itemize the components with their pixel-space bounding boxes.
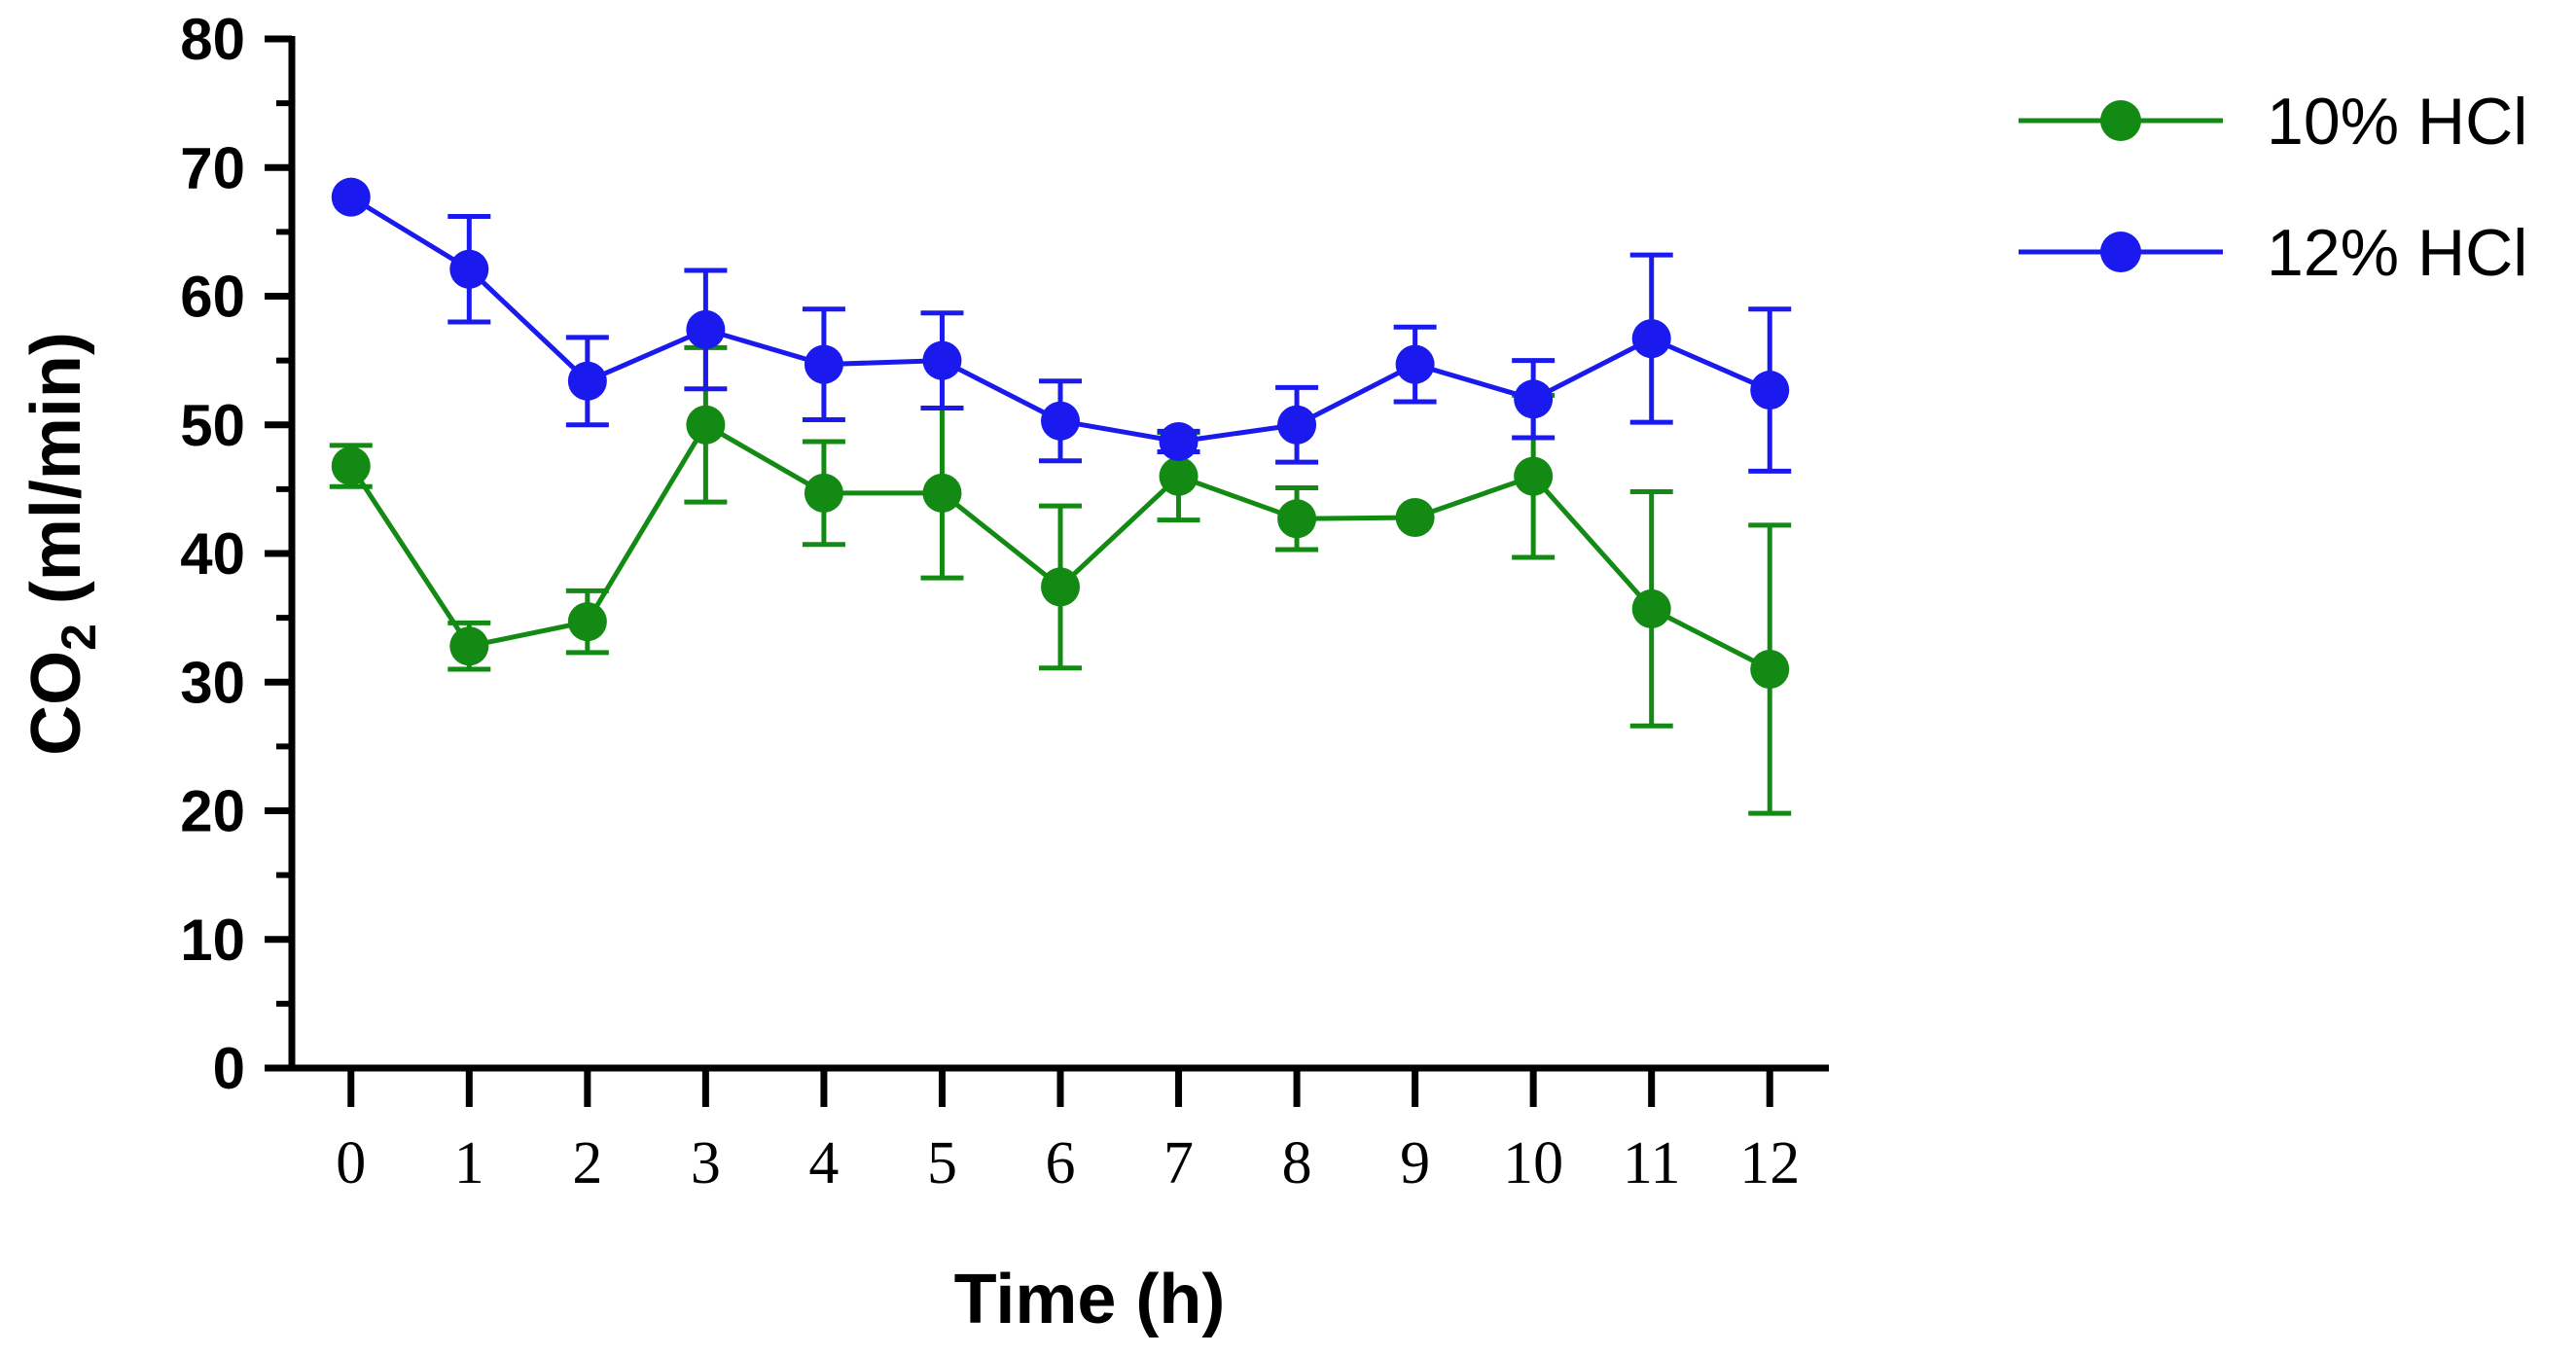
data-point <box>1631 319 1671 359</box>
y-axis-title-subscript: 2 <box>52 624 106 651</box>
y-axis-title: CO2 (ml/min) <box>18 332 106 756</box>
data-point <box>1514 379 1554 419</box>
legend-label: 10% HCl <box>2267 85 2527 159</box>
data-point <box>1750 650 1790 690</box>
data-point <box>1159 421 1199 461</box>
y-tick-label: 80 <box>180 7 245 72</box>
legend-marker <box>2100 232 2141 272</box>
x-tick-label: 6 <box>1046 1130 1076 1196</box>
x-tick-label: 8 <box>1282 1130 1312 1196</box>
x-tick-label: 0 <box>336 1130 366 1196</box>
legend: 10% HCl 12% HCl <box>2019 85 2527 290</box>
y-tick-label: 40 <box>180 521 245 587</box>
x-tick-label: 10 <box>1503 1130 1563 1196</box>
data-point <box>1395 497 1435 537</box>
data-markers <box>331 177 1790 690</box>
data-point <box>449 249 489 289</box>
y-tick-label: 30 <box>180 650 245 715</box>
data-point <box>1395 344 1435 384</box>
x-tick-label: 1 <box>454 1130 484 1196</box>
legend-marker <box>2100 100 2141 141</box>
x-tick-label: 7 <box>1163 1130 1194 1196</box>
error-bars <box>329 214 1792 816</box>
data-point <box>1277 499 1317 539</box>
data-point <box>1514 456 1554 496</box>
data-point <box>1041 401 1080 441</box>
data-point <box>804 344 843 384</box>
y-tick-label: 50 <box>180 393 245 458</box>
data-point <box>1277 405 1317 445</box>
data-point <box>1750 371 1790 410</box>
x-axis-title: Time (h) <box>954 1261 1226 1338</box>
data-point <box>449 626 489 666</box>
y-tick-label: 0 <box>213 1036 245 1101</box>
data-point <box>686 405 726 445</box>
y-tick-label: 10 <box>180 908 245 973</box>
data-point <box>686 309 726 349</box>
x-tick-label: 4 <box>808 1130 839 1196</box>
x-tick-label: 5 <box>927 1130 957 1196</box>
x-tick-label: 2 <box>572 1130 602 1196</box>
data-point <box>567 602 607 642</box>
y-tick-label: 70 <box>180 135 245 200</box>
y-tick-label: 60 <box>180 265 245 330</box>
x-axis: 0 1 2 3 4 5 6 7 8 9 10 11 12 <box>289 1064 1829 1196</box>
x-tick-label: 9 <box>1400 1130 1430 1196</box>
y-tick-label: 20 <box>180 779 245 844</box>
x-tick-label: 3 <box>691 1130 721 1196</box>
y-axis: 0 10 20 30 40 50 60 70 80 <box>180 7 296 1101</box>
data-point <box>567 361 607 401</box>
data-point <box>1041 567 1080 607</box>
y-axis-title-unit: (ml/min) <box>18 332 95 624</box>
data-point <box>1631 588 1671 628</box>
data-point <box>922 340 962 380</box>
data-point <box>331 446 371 486</box>
data-point <box>922 473 962 513</box>
x-tick-label: 11 <box>1623 1130 1681 1196</box>
data-point <box>331 177 371 217</box>
x-tick-label: 12 <box>1739 1130 1800 1196</box>
data-point <box>804 473 843 513</box>
data-point <box>1159 456 1199 496</box>
legend-label: 12% HCl <box>2267 216 2527 290</box>
y-axis-title-main: CO <box>18 651 95 756</box>
